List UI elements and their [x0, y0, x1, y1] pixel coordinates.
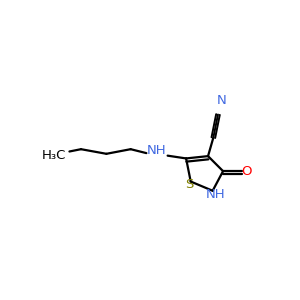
Text: N: N: [217, 94, 226, 107]
Text: H₃C: H₃C: [41, 149, 66, 162]
Text: NH: NH: [206, 188, 226, 201]
Text: S: S: [185, 178, 193, 191]
Text: NH: NH: [147, 144, 167, 157]
Text: O: O: [241, 165, 251, 178]
